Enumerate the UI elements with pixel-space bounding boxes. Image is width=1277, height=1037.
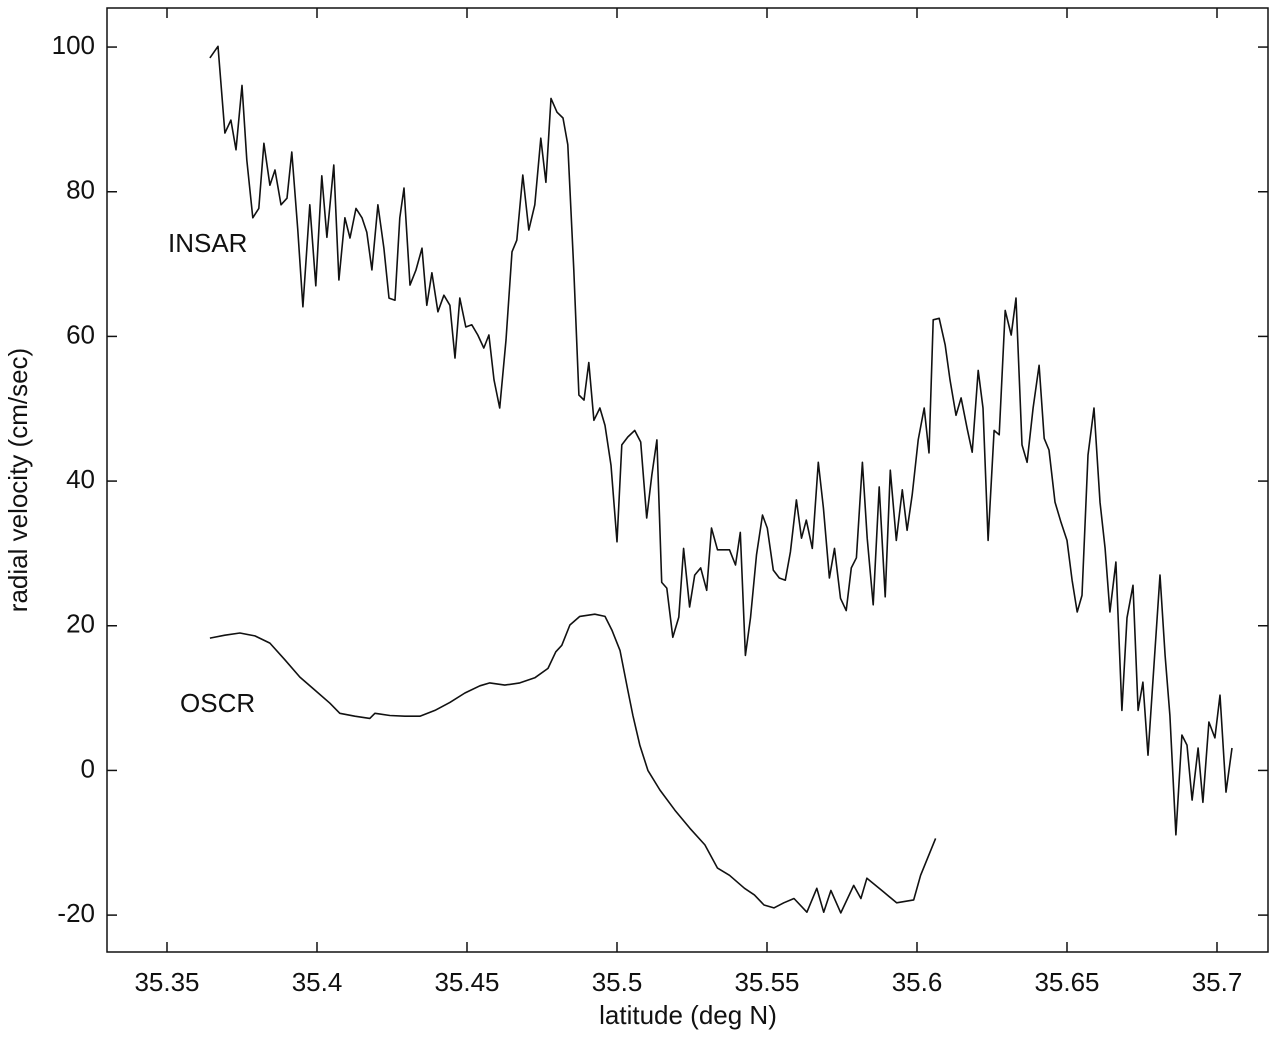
series-label: OSCR bbox=[180, 688, 255, 718]
y-tick-label: 60 bbox=[66, 319, 95, 349]
x-tick-label: 35.45 bbox=[434, 967, 499, 997]
x-tick-label: 35.55 bbox=[734, 967, 799, 997]
series-line bbox=[209, 45, 1233, 836]
x-tick-label: 35.6 bbox=[892, 967, 943, 997]
y-tick-label: 80 bbox=[66, 175, 95, 205]
y-tick-label: -20 bbox=[57, 898, 95, 928]
y-tick-label: 40 bbox=[66, 464, 95, 494]
x-tick-label: 35.4 bbox=[292, 967, 343, 997]
x-tick-label: 35.5 bbox=[592, 967, 643, 997]
x-axis-label: latitude (deg N) bbox=[599, 1000, 777, 1030]
y-tick-label: 20 bbox=[66, 609, 95, 639]
plot-frame bbox=[106, 7, 1269, 953]
x-tick-label: 35.65 bbox=[1034, 967, 1099, 997]
y-tick-label: 0 bbox=[81, 753, 95, 783]
y-axis-label: radial velocity (cm/sec) bbox=[3, 348, 33, 612]
series-line bbox=[209, 613, 937, 914]
x-tick-label: 35.35 bbox=[134, 967, 199, 997]
y-tick-label: 100 bbox=[52, 30, 95, 60]
x-tick-label: 35.7 bbox=[1192, 967, 1243, 997]
series-label: INSAR bbox=[168, 228, 247, 258]
